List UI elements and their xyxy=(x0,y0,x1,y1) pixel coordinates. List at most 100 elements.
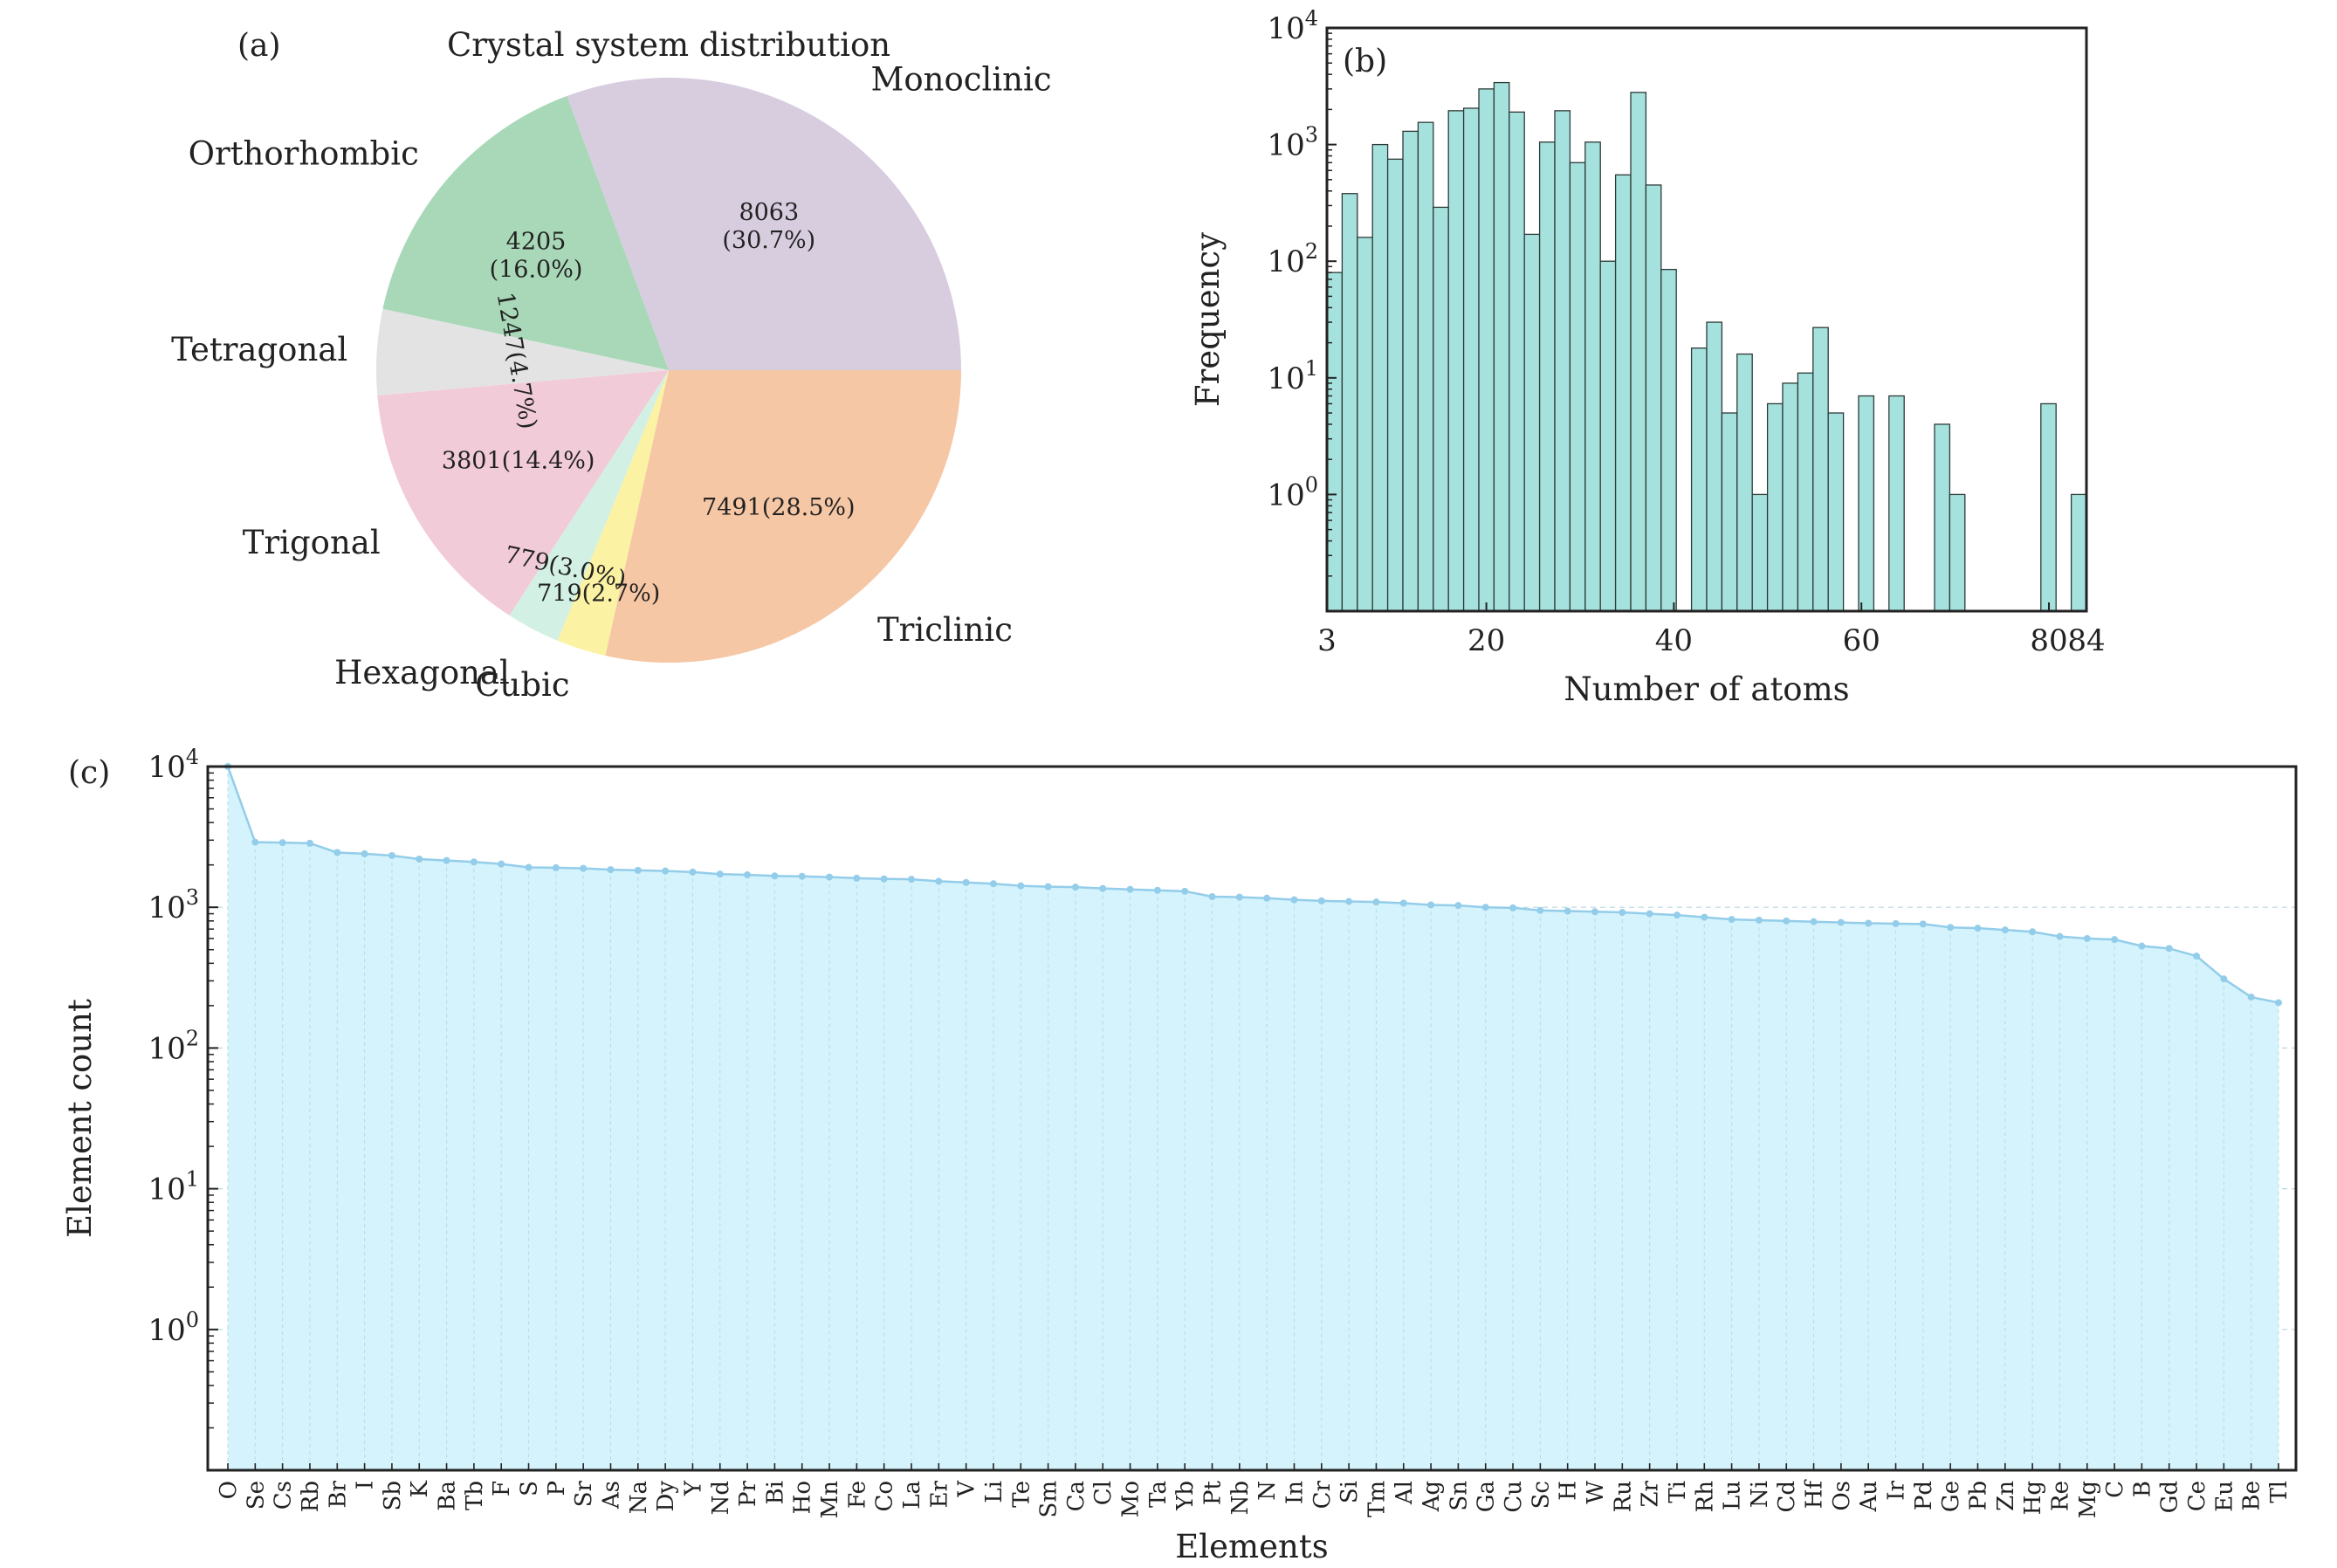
histogram-bar xyxy=(1888,395,1905,612)
element-label-Nb: Nb xyxy=(1227,1481,1254,1515)
histogram-bar xyxy=(1417,121,1434,612)
element-count-y-axis-label: Element count xyxy=(61,999,99,1238)
element-count-point xyxy=(1564,907,1571,915)
histogram-bar xyxy=(1645,184,1662,612)
element-label-Cl: Cl xyxy=(1090,1481,1117,1505)
histogram-bar xyxy=(1462,107,1480,612)
element-label-Mo: Mo xyxy=(1118,1481,1144,1517)
element-label-Si: Si xyxy=(1337,1481,1363,1503)
pie-slice-tetragonal xyxy=(375,308,669,395)
element-label-Eu: Eu xyxy=(2211,1481,2237,1512)
histogram-bar xyxy=(1402,130,1419,612)
histogram-bar xyxy=(1812,327,1829,612)
element-label-Au: Au xyxy=(1856,1481,1882,1513)
element-label-H: H xyxy=(1556,1481,1582,1501)
element-label-Sn: Sn xyxy=(1446,1481,1472,1511)
histogram-bar xyxy=(1630,92,1647,612)
histogram-x-tick-label: 20 xyxy=(1467,623,1505,658)
element-count-point xyxy=(1126,885,1134,893)
histogram-bar xyxy=(1584,141,1601,612)
element-count-point xyxy=(1372,898,1380,906)
histogram-bar xyxy=(1538,141,1556,612)
element-label-F: F xyxy=(489,1481,515,1496)
element-count-point xyxy=(1399,899,1407,907)
element-label-Ni: Ni xyxy=(1747,1481,1773,1508)
element-count-point xyxy=(416,856,423,863)
histogram-x-tick-label: 84 xyxy=(2067,623,2105,658)
element-label-Sm: Sm xyxy=(1036,1481,1062,1517)
element-count-point xyxy=(1017,882,1025,890)
histogram-bar xyxy=(1523,233,1541,612)
element-count-point xyxy=(908,876,915,884)
histogram-bar xyxy=(1341,193,1358,612)
element-label-Ho: Ho xyxy=(790,1481,816,1514)
histogram-bar xyxy=(1706,321,1723,612)
histogram-bar xyxy=(2040,402,2057,612)
element-count-y-tick-label: 100 xyxy=(148,1308,199,1348)
element-count-point xyxy=(2083,934,2091,942)
element-label-Pt: Pt xyxy=(1200,1480,1227,1504)
element-count-point xyxy=(552,863,560,871)
element-count-point xyxy=(2165,945,2173,952)
panel-label-b: (b) xyxy=(1343,44,1387,79)
pie-label-tetragonal: Tetragonal xyxy=(171,331,347,368)
element-label-Hg: Hg xyxy=(2020,1481,2046,1515)
element-count-point xyxy=(1509,904,1517,911)
pie-label-triclinic: Triclinic xyxy=(877,611,1013,649)
element-label-Hf: Hf xyxy=(1802,1479,1828,1510)
element-count-point xyxy=(662,867,670,875)
histogram-axes-frame xyxy=(1325,26,2088,613)
element-count-point xyxy=(306,839,313,847)
element-label-Rb: Rb xyxy=(298,1481,324,1512)
element-label-Er: Er xyxy=(926,1480,952,1508)
histogram-y-tick-label: 100 xyxy=(1267,472,1318,512)
histogram-bar xyxy=(1478,88,1495,612)
histogram-ticks: 3 20 40 60 80 84 100 101 102 103 104 xyxy=(1267,6,2105,658)
histogram-bar xyxy=(1371,143,1389,612)
element-count-point xyxy=(1591,908,1598,916)
histogram-y-axis-label: Frequency xyxy=(1189,232,1227,407)
element-count-point xyxy=(771,872,779,880)
panel-label-a: (a) xyxy=(237,28,281,64)
element-count-point xyxy=(1536,906,1544,914)
element-count-point xyxy=(853,874,861,882)
element-count-point xyxy=(1947,924,1955,932)
element-count-point xyxy=(1099,884,1107,892)
element-label-Te: Te xyxy=(1008,1481,1034,1508)
element-count-point xyxy=(2193,952,2201,960)
element-label-O: O xyxy=(216,1481,242,1499)
element-label-Zn: Zn xyxy=(1993,1481,2019,1511)
element-count-point xyxy=(388,851,395,859)
element-count-point xyxy=(1837,918,1845,926)
element-label-Mn: Mn xyxy=(817,1481,843,1519)
element-label-I: I xyxy=(353,1481,379,1489)
element-count-point xyxy=(1317,897,1325,904)
element-count-point xyxy=(962,878,970,886)
element-count-ticks: 100 101 102 103 104 xyxy=(148,745,2279,1471)
pie-label-monoclinic: Monoclinic xyxy=(871,60,1052,98)
element-count-area xyxy=(228,767,2279,1470)
element-label-Ta: Ta xyxy=(1145,1481,1172,1508)
element-label-Li: Li xyxy=(981,1481,1007,1503)
element-count-line xyxy=(226,766,2279,1004)
histogram-bar xyxy=(1797,372,1814,612)
histogram-y-tick-label: 104 xyxy=(1267,6,1318,46)
element-count-y-tick-label: 101 xyxy=(148,1167,199,1207)
element-label-Lu: Lu xyxy=(1720,1481,1746,1510)
pie-value-label-orthorhombic: 4205 (16.0%) xyxy=(490,229,583,284)
histogram-bar xyxy=(1949,493,1966,612)
element-count-point xyxy=(935,877,943,885)
element-count-y-tick-label: 104 xyxy=(148,745,199,785)
element-label-Tm: Tm xyxy=(1364,1481,1390,1517)
element-count-point xyxy=(1290,896,1298,904)
element-count-point xyxy=(607,866,615,874)
element-count-point xyxy=(2138,942,2146,950)
element-count-point xyxy=(2111,936,2119,944)
element-label-Cu: Cu xyxy=(1501,1481,1527,1513)
pie-label-hexagonal: Hexagonal xyxy=(334,654,510,691)
element-label-Pr: Pr xyxy=(735,1480,761,1506)
pie-slice-orthorhombic xyxy=(382,95,669,371)
element-label-Tb: Tb xyxy=(462,1481,488,1510)
element-count-point xyxy=(1071,884,1079,891)
element-count-point xyxy=(2275,999,2282,1007)
